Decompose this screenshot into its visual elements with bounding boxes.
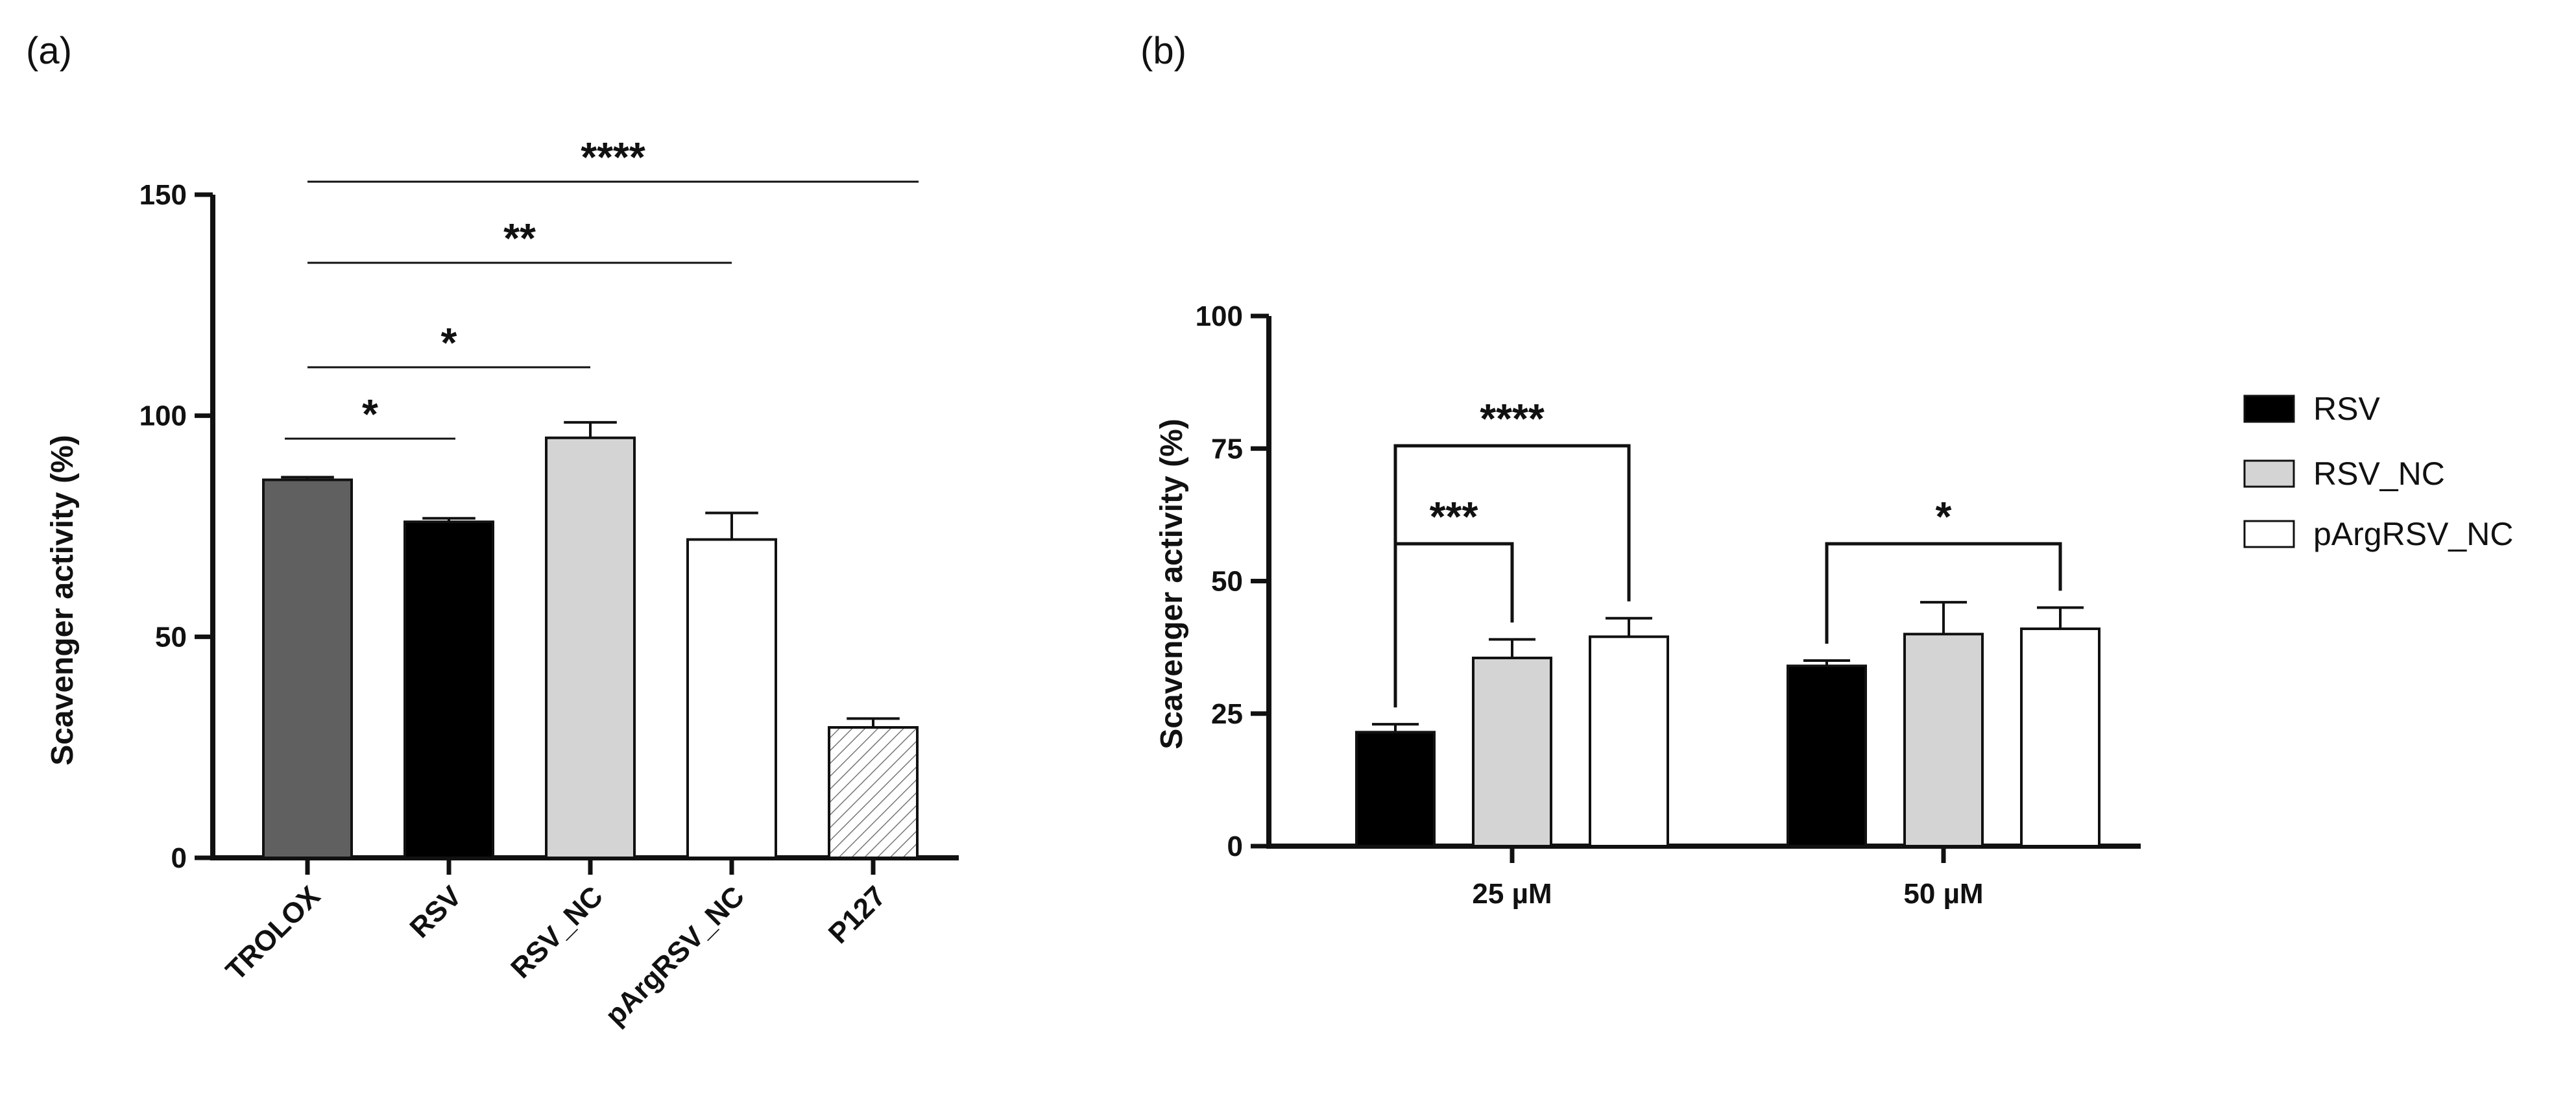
panel-a-bars [262,420,919,860]
panel-a-y-tick-label: 50 [155,621,187,653]
panel-a-x-tick-label: pArgRSV_NC [599,880,751,1031]
panel-b-label: (b) [1140,30,1186,72]
panel-b-y-tick-label: 0 [1227,831,1243,862]
panel-b-y-tick-label: 50 [1211,566,1243,598]
panel-b-x-tick-label: 25 µM [1472,878,1552,910]
panel-b-y-tick-label: 100 [1196,300,1243,332]
panel-b-axes: 0 25 50 75 100 25 µM 50 µM [1196,300,2141,910]
panel-a-y-tick-label: 100 [139,400,187,432]
panel-a-significance-stars: ** [503,215,536,262]
panel-a-bar [686,538,777,859]
panel-a-bar [403,520,494,859]
panel-b-bars [1355,601,2101,848]
panel-b-bar [1787,664,1867,847]
panel-b-significance-stars: **** [1480,395,1545,442]
panel-b-bar [1355,731,1436,847]
legend-label: RSV_NC [2313,456,2445,492]
panel-b-significance-stars: *** [1430,493,1478,540]
panel-a-bar [828,726,919,860]
panel-b-significance-bracket [1393,444,1631,708]
panel-b-y-axis-label: Scavenger activity (%) [1155,419,1189,749]
panel-a-y-axis-label: Scavenger activity (%) [45,435,80,766]
panel-a-bar [545,436,636,859]
panel-b-bar [1472,656,1552,848]
panel-a-label: (a) [26,30,72,72]
panel-b-significance-stars: * [1936,493,1952,540]
legend-label: RSV [2313,391,2380,427]
panel-a-x-tick-label: RSV [403,880,468,944]
panel-b-bar [2020,627,2101,848]
panel-a-x-tick-label: P127 [823,880,892,949]
panel-b-bar [1589,635,1669,847]
legend-swatch [2243,520,2295,548]
panel-a-significance-stars: **** [581,134,645,180]
panel-a-y-tick-label: 0 [171,842,187,874]
panel-a-x-tick-label: RSV_NC [505,880,609,984]
panel-a-y-tick-label: 150 [139,179,187,211]
legend-swatch [2243,395,2295,423]
panel-a-significance: ******** [285,134,919,440]
panel-b-bar [1903,633,1984,847]
panel-b-x-tick-label: 50 µM [1903,878,1983,910]
panel-b-significance-bracket [1825,542,2062,644]
panel-a-x-tick-label: TROLOX [220,880,326,986]
panel-b-legend: RSV RSV_NC pArgRSV_NC [2243,391,2513,552]
panel-b-significance: ******** [1393,395,2062,708]
legend-label: pArgRSV_NC [2313,516,2513,552]
panel-b-y-tick-label: 25 [1211,698,1243,730]
panel-a-significance-stars: * [362,391,378,437]
panel-a-bar [262,478,353,859]
panel-b-y-tick-label: 75 [1211,433,1243,465]
panel-a-significance-stars: * [441,319,457,366]
legend-swatch [2243,459,2295,488]
